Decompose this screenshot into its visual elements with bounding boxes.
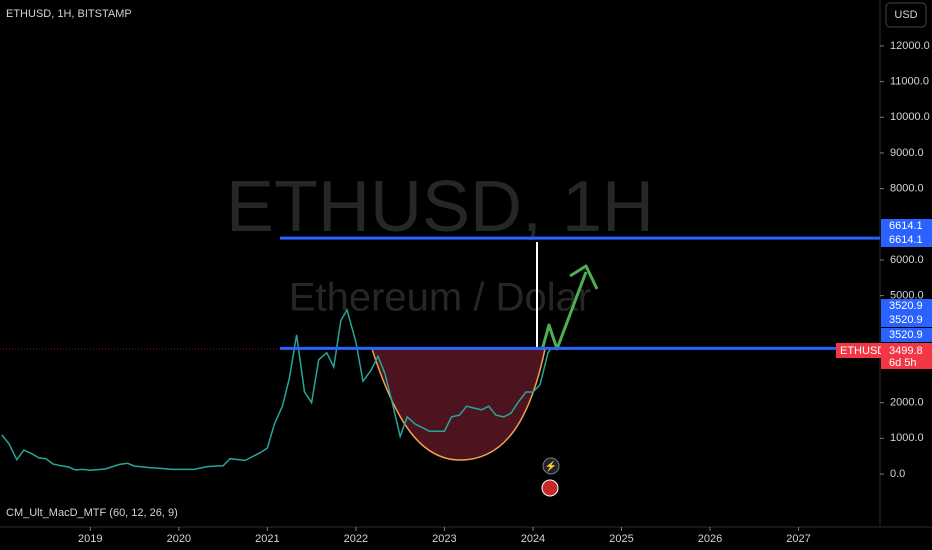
watermark: ETHUSD, 1H [226, 167, 654, 247]
x-tick-label: 2022 [344, 533, 368, 545]
x-tick-label: 2027 [786, 533, 810, 545]
indicator-label: CM_Ult_MacD_MTF (60, 12, 26, 9) [6, 507, 178, 519]
level-label: 6614.1 [889, 234, 923, 246]
y-tick-label: 0.0 [890, 468, 905, 480]
last-price-label: 3499.8 [889, 345, 923, 357]
y-tick-label: 11000.0 [890, 76, 929, 88]
level-label-box [881, 313, 932, 327]
currency-button-label[interactable]: USD [894, 9, 917, 21]
level-label: 3520.9 [889, 329, 923, 341]
symbol-label: ETHUSD [840, 345, 885, 357]
y-tick-label: 9000.0 [890, 147, 924, 159]
x-tick-label: 2021 [255, 533, 279, 545]
y-tick-label: 2000.0 [890, 397, 924, 409]
y-tick-label: 10000.0 [890, 111, 930, 123]
y-tick-label: 6000.0 [890, 254, 924, 266]
y-tick-label: 12000.0 [890, 40, 930, 52]
level-label-box [881, 299, 932, 313]
y-tick-label: 8000.0 [890, 183, 924, 195]
symbol-box [836, 343, 881, 358]
x-tick-label: 2019 [78, 533, 102, 545]
level-label: 6614.1 [889, 220, 923, 232]
watermark-subtitle: Ethereum / Dolar [289, 276, 591, 320]
level-label: 3520.9 [889, 314, 923, 326]
event-icon[interactable] [542, 457, 560, 475]
last-price-box [881, 343, 932, 369]
level-label-box [881, 233, 932, 247]
countdown-label: 6d 5h [889, 357, 917, 369]
x-tick-label: 2023 [432, 533, 456, 545]
plot [1, 307, 552, 471]
price-line [1, 307, 552, 471]
x-tick-label: 2024 [521, 533, 545, 545]
event-icon[interactable] [541, 479, 559, 497]
level-label: 3520.9 [889, 300, 923, 312]
level-label-box [881, 328, 932, 342]
y-tick-label: 1000.0 [890, 432, 924, 444]
projection-arrow [540, 264, 599, 351]
y-tick-label: 5000.0 [890, 290, 924, 302]
event-icon-glyph: ⚡ [545, 460, 557, 473]
x-tick-label: 2025 [609, 533, 633, 545]
level-label-box [881, 219, 932, 233]
chart-title: ETHUSD, 1H, BITSTAMP [6, 8, 132, 20]
x-tick-label: 2020 [167, 533, 191, 545]
cup-pattern [370, 348, 546, 461]
currency-button[interactable] [885, 2, 927, 28]
x-tick-label: 2026 [698, 533, 722, 545]
